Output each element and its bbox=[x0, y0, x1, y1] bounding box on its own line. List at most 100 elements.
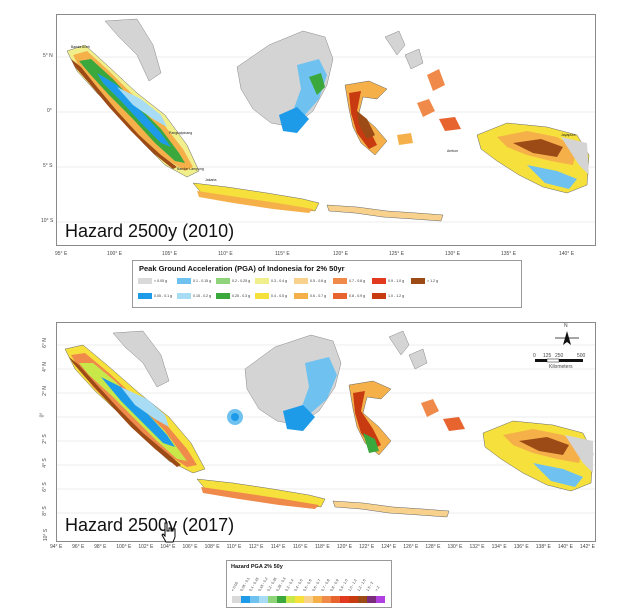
lon-tick-label: 126° E bbox=[403, 544, 419, 550]
lon-tick-label: 132° E bbox=[469, 544, 485, 550]
legend-colorbar-cell bbox=[331, 596, 340, 603]
lat-tick-label: 2° S bbox=[41, 434, 48, 444]
legend-colorbar-cell bbox=[367, 596, 376, 603]
legend-swatch-label: 0.25 - 0.3 g bbox=[232, 294, 251, 298]
map-title-2017: Hazard 2500y (2017) bbox=[65, 515, 235, 535]
lon-tick-label: 116° E bbox=[292, 544, 308, 550]
lat-tick-label: 2° N bbox=[41, 386, 48, 396]
legend-swatch-label: 0.8 - 0.9 g bbox=[349, 294, 366, 298]
lon-tick-label: 112° E bbox=[248, 544, 264, 550]
scale-bar-label: 250 bbox=[555, 353, 564, 359]
map-2017-svg bbox=[57, 330, 595, 518]
lon-tick-label: 130° E bbox=[447, 544, 463, 550]
legend-swatch bbox=[255, 293, 269, 299]
legend-swatch-label: 0.05 - 0.1 g bbox=[154, 294, 173, 298]
lat-tick-label: 10° S bbox=[43, 528, 50, 542]
legend-colorbar-cell bbox=[268, 596, 277, 603]
legend-colorbar-cell bbox=[304, 596, 313, 603]
lon-tick-label: 142° E bbox=[579, 544, 595, 550]
lon-tick-label: 98° E bbox=[94, 544, 107, 550]
lon-tick-label: 102° E bbox=[138, 544, 154, 550]
lon-tick-label: 95° E bbox=[55, 251, 68, 257]
legend-colorbar-cell bbox=[286, 596, 295, 603]
lon-tick-label: 120° E bbox=[333, 251, 349, 257]
lat-tick-label: 8° S bbox=[41, 506, 48, 516]
legend-swatch-label: 1.0 - 1.2 g bbox=[388, 294, 405, 298]
legend-colorbar-cell bbox=[349, 596, 358, 603]
legend-swatch-label: 0.9 - 1.0 g bbox=[388, 279, 405, 283]
lat-tick-label: 4° S bbox=[41, 458, 48, 468]
legend-colorbar-cell bbox=[277, 596, 286, 603]
map-title-2010: Hazard 2500y (2010) bbox=[65, 221, 235, 241]
lat-tick-label: 0° bbox=[47, 108, 52, 114]
lon-tick-label: 120° E bbox=[337, 544, 353, 550]
legend-swatch bbox=[372, 293, 386, 299]
lat-tick-label: 10° S bbox=[41, 218, 54, 224]
legend-colorbar-cell bbox=[241, 596, 250, 603]
legend-swatch-label: 0.15 - 0.2 g bbox=[193, 294, 212, 298]
legend-colorbar-cell bbox=[232, 596, 241, 603]
lat-tick-label: 6° S bbox=[41, 482, 48, 492]
legend-swatch bbox=[138, 278, 152, 284]
legend-swatch-label: < 0.05 g bbox=[154, 279, 168, 283]
lon-tick-label: 110° E bbox=[218, 251, 233, 257]
lon-tick-label: 140° E bbox=[557, 544, 573, 550]
legend-swatch bbox=[333, 278, 347, 284]
legend-swatch bbox=[216, 293, 230, 299]
legend-title: Hazard PGA 2% 50y bbox=[231, 564, 283, 570]
scale-bar-label: 125 bbox=[543, 353, 552, 359]
lon-tick-label: 96° E bbox=[72, 544, 85, 550]
legend-swatch-label: 0.5 - 0.6 g bbox=[310, 279, 327, 283]
lon-tick-label: 138° E bbox=[535, 544, 551, 550]
scale-bar-label: 500 bbox=[577, 353, 586, 359]
legend-colorbar-cell bbox=[259, 596, 268, 603]
legend-colorbar-cell bbox=[340, 596, 349, 603]
north-arrow-icon bbox=[555, 331, 579, 345]
place-label: Bandar Lampung bbox=[177, 167, 204, 171]
place-label: Banda Aceh bbox=[71, 45, 90, 49]
north-arrow-label: N bbox=[564, 323, 568, 329]
map-panel-2017: N 0 125 250 500 Kilometers Hazard 2500y … bbox=[56, 322, 596, 542]
legend-colorbar-cell bbox=[322, 596, 331, 603]
map-2010-svg bbox=[57, 18, 595, 223]
lon-tick-label: 130° E bbox=[445, 251, 461, 257]
lon-tick-label: 110° E bbox=[226, 544, 242, 550]
lon-tick-label: 104° E bbox=[160, 544, 176, 550]
legend-swatch bbox=[216, 278, 230, 284]
lon-tick-label: 122° E bbox=[359, 544, 375, 550]
legend-colorbar-cell bbox=[376, 596, 385, 603]
legend-swatch bbox=[372, 278, 386, 284]
lon-tick-label: 128° E bbox=[425, 544, 441, 550]
lon-tick-label: 140° E bbox=[559, 251, 575, 257]
lon-tick-label: 94° E bbox=[50, 544, 63, 550]
legend-swatch bbox=[333, 293, 347, 299]
place-label: Pangkalpinang bbox=[169, 131, 193, 135]
legend-swatch-label: 0.3 - 0.4 g bbox=[271, 279, 288, 283]
legend-colorbar-cell bbox=[313, 596, 322, 603]
lon-tick-label: 115° E bbox=[275, 251, 290, 257]
lon-tick-label: 124° E bbox=[381, 544, 397, 550]
place-label: Jakarta bbox=[205, 178, 217, 182]
legend-swatch-label: 0.1 - 0.15 g bbox=[193, 279, 212, 283]
lon-tick-label: 135° E bbox=[501, 251, 517, 257]
legend-swatch bbox=[411, 278, 425, 284]
lon-tick-label: 108° E bbox=[204, 544, 220, 550]
lon-tick-label: 136° E bbox=[513, 544, 529, 550]
lon-tick-label: 100° E bbox=[116, 544, 132, 550]
scale-bar-unit: Kilometers bbox=[549, 364, 573, 370]
lat-tick-label: 6° N bbox=[41, 338, 48, 348]
legend-swatch-label: 0.2 - 0.25 g bbox=[232, 279, 251, 283]
map-panel-2010: 95° E 100° E 105° E 110° E 115° E 120° E… bbox=[41, 14, 596, 257]
islands-nusa-tenggara bbox=[326, 204, 444, 222]
legend-swatch bbox=[294, 293, 308, 299]
lon-tick-label: 106° E bbox=[182, 544, 198, 550]
landmass-malay-peninsula bbox=[104, 18, 162, 82]
lat-tick-label: 0° bbox=[39, 412, 46, 418]
lat-tick-label: 5° S bbox=[43, 163, 53, 169]
legend-swatch-label: 0.6 - 0.7 g bbox=[310, 294, 327, 298]
lon-tick-label: 134° E bbox=[491, 544, 507, 550]
legend-colorbar-cell bbox=[250, 596, 259, 603]
legend-swatch bbox=[177, 278, 191, 284]
lon-tick-label: 118° E bbox=[314, 544, 330, 550]
lon-tick-label: 114° E bbox=[270, 544, 286, 550]
